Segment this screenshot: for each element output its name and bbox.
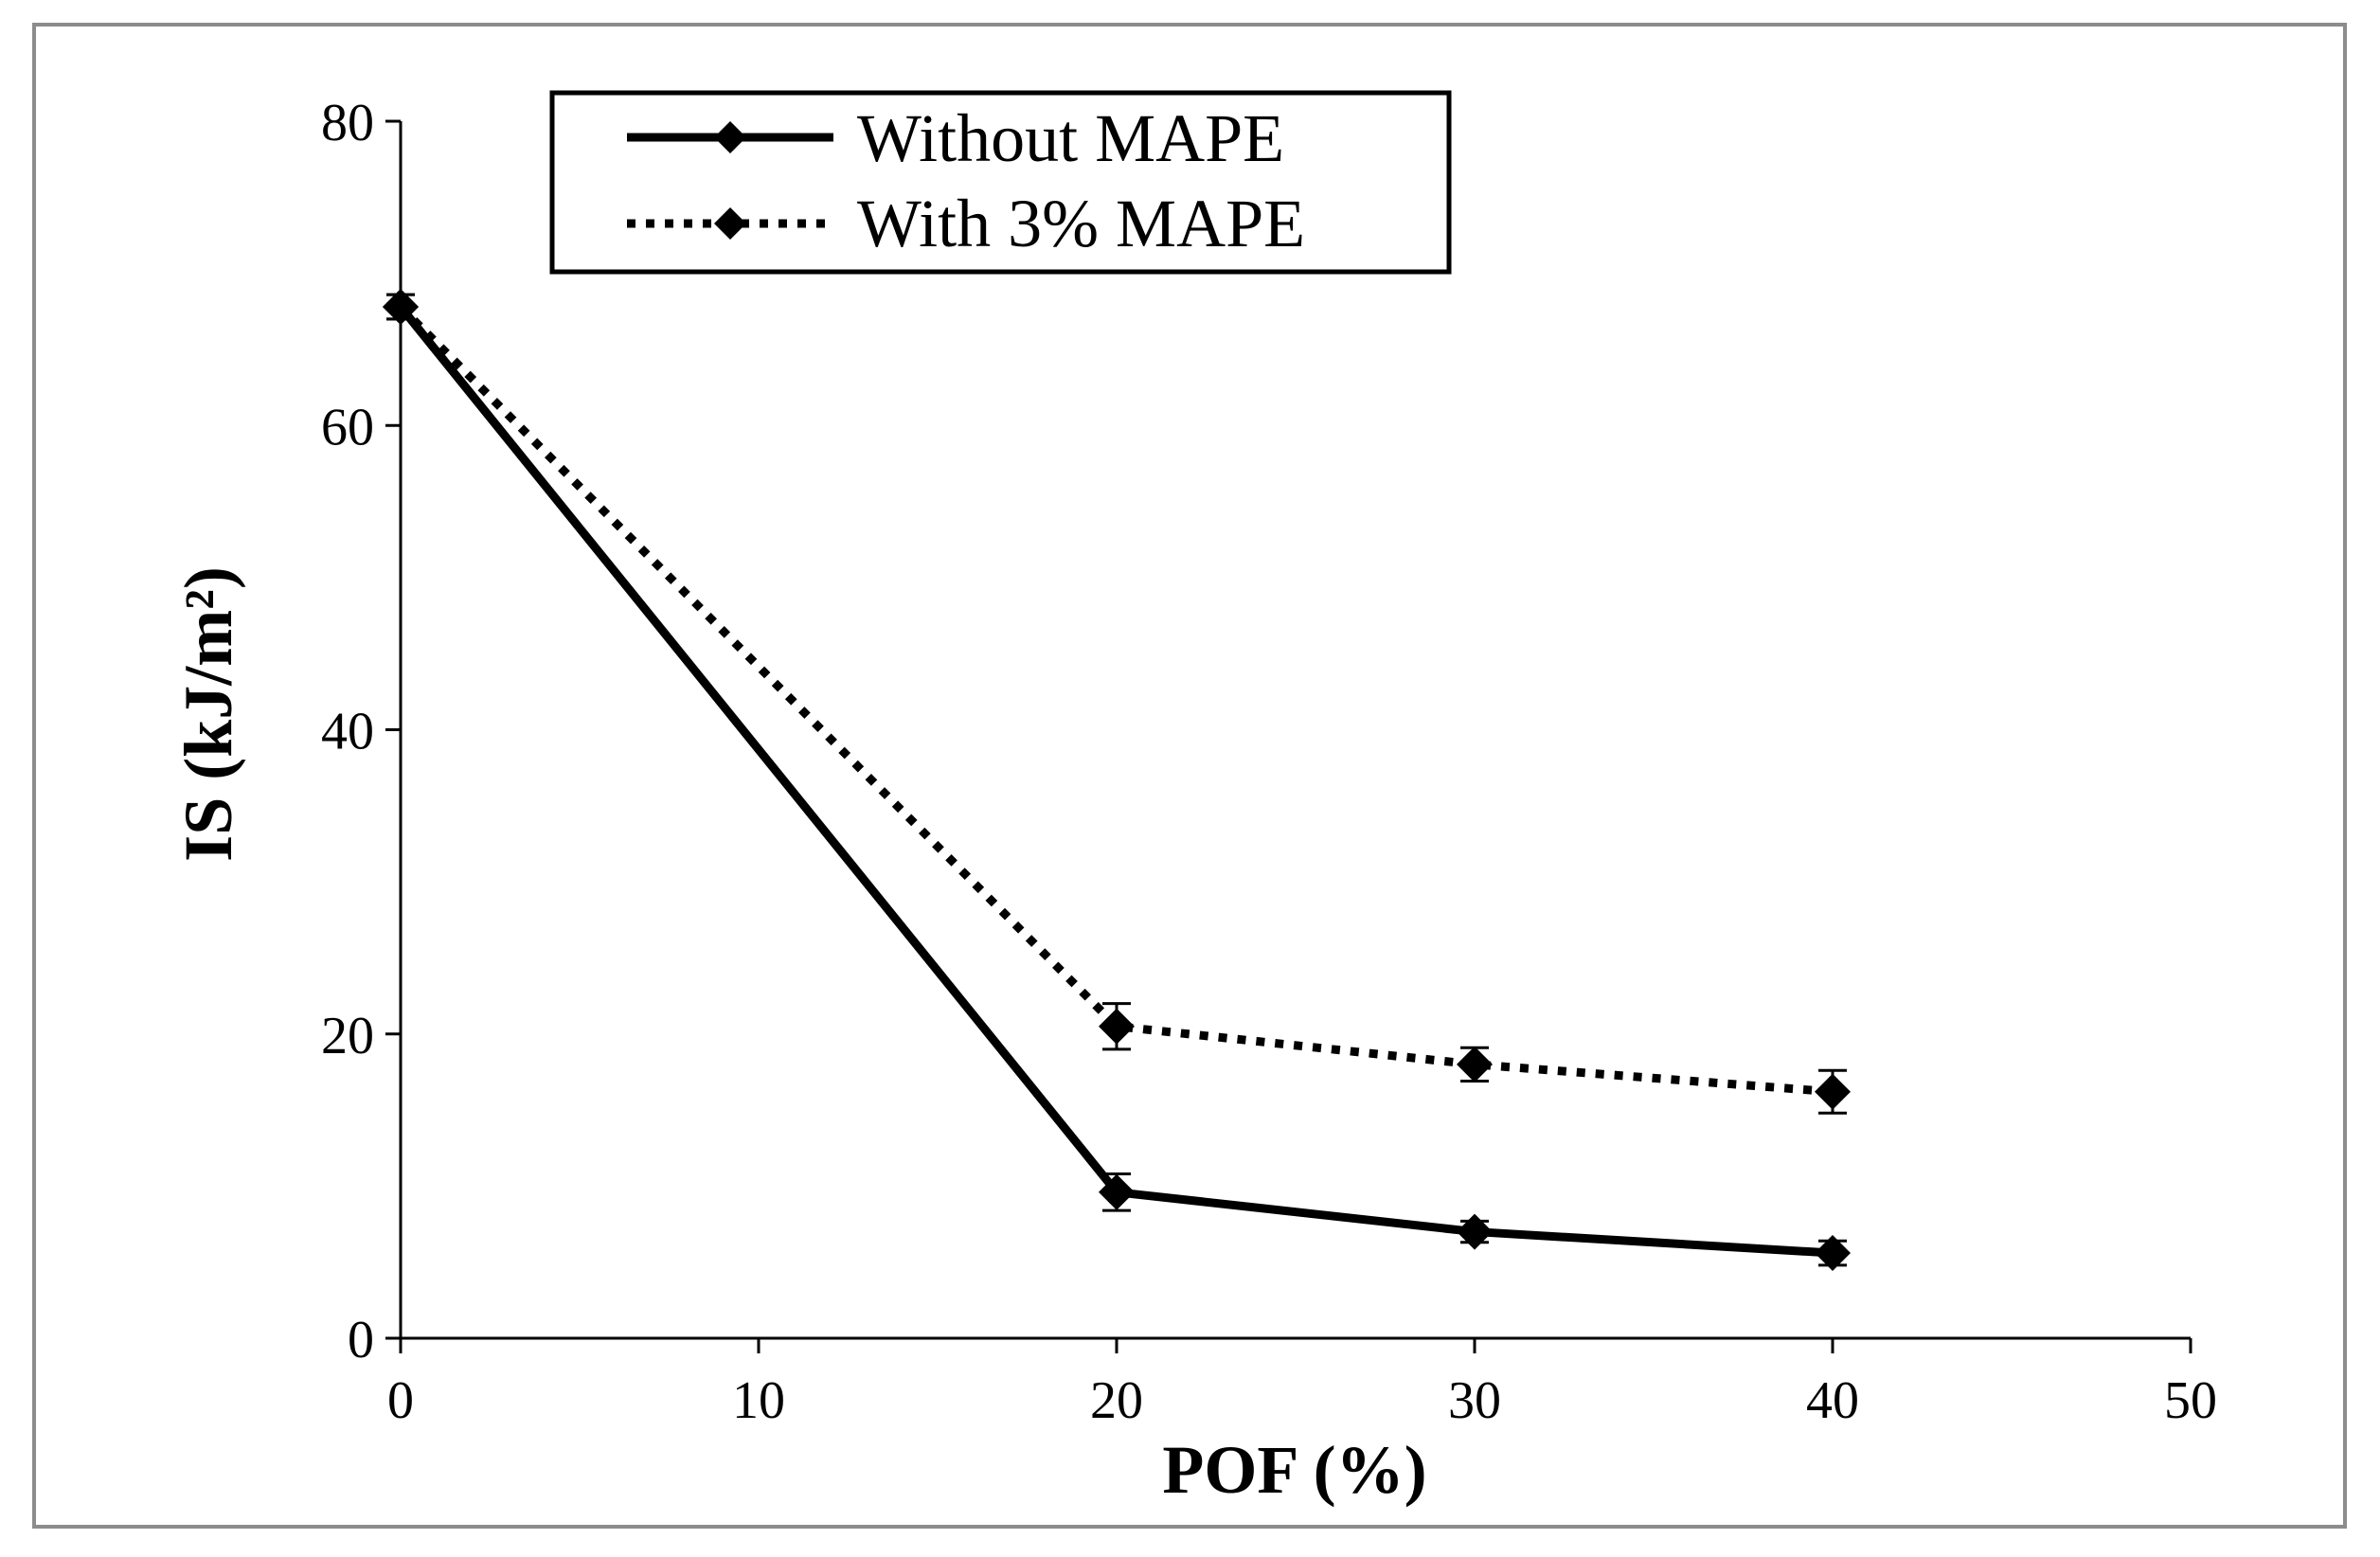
y-tick-label: 60: [321, 398, 374, 456]
legend-label-with-mape: With 3% MAPE: [857, 186, 1305, 261]
legend-box: [549, 90, 1452, 275]
x-tick-label: 40: [1806, 1371, 1859, 1430]
data-point-without-mape: [1457, 1213, 1493, 1250]
axes: [385, 119, 2192, 1353]
data-point-with-mape: [1457, 1046, 1493, 1083]
legend-marker-with-mape: [714, 207, 746, 240]
data-point-without-mape: [383, 288, 419, 325]
x-tick-label: 30: [1448, 1371, 1501, 1430]
x-tick-label: 50: [2164, 1371, 2217, 1430]
x-tick-label: 0: [387, 1371, 414, 1430]
tick-labels: 0 20 40 60 80 0 10 20 30 40 50: [321, 94, 2217, 1430]
data-point-without-mape: [1815, 1235, 1851, 1272]
y-tick-label: 40: [321, 703, 374, 761]
y-tick-label: 20: [321, 1007, 374, 1065]
data-point-with-mape: [1099, 1008, 1135, 1045]
series-line-without-mape: [397, 304, 1834, 1258]
data-point-without-mape: [1099, 1173, 1135, 1210]
y-tick-label: 0: [348, 1311, 374, 1369]
legend-marker-without-mape: [714, 121, 746, 153]
series-line-with-mape: [397, 303, 1834, 1097]
x-tick-label: 20: [1090, 1371, 1143, 1430]
data-point-with-mape: [1815, 1073, 1851, 1110]
legend: Without MAPE With 3% MAPE: [549, 90, 1452, 275]
series-layer: [383, 288, 1851, 1272]
legend-label-without-mape: Without MAPE: [857, 100, 1284, 176]
x-tick-label: 10: [732, 1371, 785, 1430]
y-tick-label: 80: [321, 94, 374, 152]
x-axis-title: POF (%): [1162, 1432, 1426, 1508]
series-with-mape: [383, 288, 1851, 1115]
y-axis-title: IS (kJ/m²): [170, 566, 246, 862]
series-without-mape: [383, 288, 1851, 1272]
